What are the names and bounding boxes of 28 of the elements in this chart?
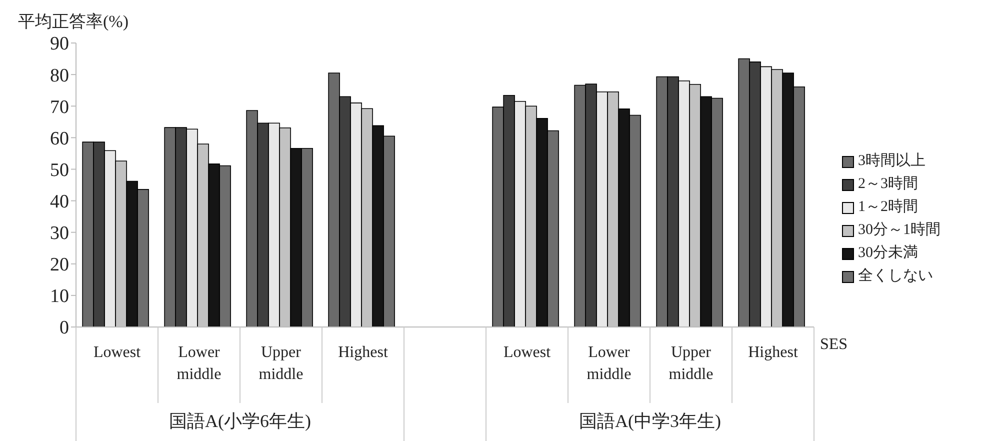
x-tick-label: Highest [748,344,798,361]
y-tick-label: 80 [50,65,69,86]
y-tick-label: 60 [50,128,69,150]
x-tick-label: Upper middle [668,344,714,383]
y-axis-title: 平均正答率(%) [18,11,128,33]
legend-label: 30分未満 [858,244,918,263]
legend-label: 1～2時間 [858,198,918,217]
legend-label: 30分～1時間 [858,220,940,240]
text: 国語A(小学6年生) [169,411,311,431]
x-tick-label: Lowest [93,344,142,361]
x-tick-label: Lowest [503,344,552,361]
y-tick-label: 70 [50,96,69,118]
x-tick-label: Upper middle [258,344,304,383]
y-tick-label: 0 [60,318,69,339]
y-tick-label: 40 [50,192,69,213]
y-tick-label: 90 [50,34,69,55]
y-tick-label: 20 [50,254,69,276]
x-tick-label: Lower middle [176,344,222,383]
legend-label: 2～3時間 [858,174,918,194]
y-tick-label: 30 [50,223,69,244]
legend-label: 全くしない [858,267,933,286]
x-tick-label: Lower middle [586,344,632,383]
legend-label: 3時間以上 [858,152,926,171]
y-tick-label: 50 [50,160,69,181]
text: 国語A(中学3年生) [579,411,721,431]
y-tick-label: 10 [50,286,69,308]
x-tick-label: Highest [338,344,388,361]
text: SES [820,336,848,353]
